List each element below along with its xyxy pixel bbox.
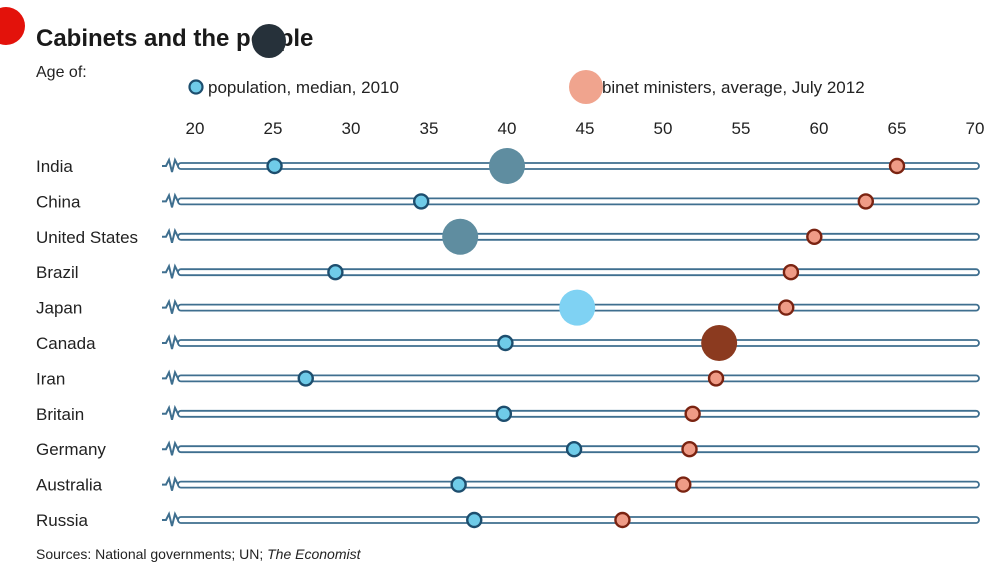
- row-rail: [177, 516, 980, 524]
- overlay-dot: [489, 148, 525, 184]
- plot-rows: India China United States Brazil Japan Canada…: [36, 157, 980, 530]
- x-axis: 20 25 30 35 40 45 50 55 60 65 70: [186, 119, 985, 138]
- source-note: Sources: National governments; UN; The E…: [36, 546, 362, 562]
- overlay-dot: [442, 218, 479, 255]
- category-label: China: [36, 192, 81, 211]
- x-tick-label: 60: [810, 119, 829, 138]
- x-tick-label: 20: [186, 119, 205, 138]
- x-tick-label: 40: [498, 119, 517, 138]
- cabinet-point: [681, 441, 698, 458]
- x-tick-label: 30: [342, 119, 361, 138]
- category-label: Russia: [36, 511, 89, 530]
- row-rail: [177, 232, 980, 241]
- row-rail: [177, 197, 980, 206]
- cabinet-point: [857, 193, 874, 210]
- cabinet-point: [806, 228, 823, 246]
- x-tick-label: 50: [654, 119, 673, 138]
- source-italic: The Economist: [267, 546, 361, 562]
- title-occluding-dot: [252, 24, 286, 58]
- cabinet-point: [675, 476, 692, 493]
- x-tick-label: 45: [576, 119, 595, 138]
- overlay-dot: [701, 325, 738, 361]
- cabinet-point: [707, 370, 725, 387]
- row-rail: [177, 374, 980, 383]
- row-rail: [177, 339, 980, 347]
- chart-subtitle: Age of:: [36, 64, 87, 81]
- x-tick-label: 65: [888, 119, 907, 138]
- row-rail: [177, 162, 980, 170]
- category-label: United States: [36, 228, 138, 247]
- population-point: [497, 334, 514, 352]
- population-point: [297, 370, 314, 387]
- x-tick-label: 55: [732, 119, 751, 138]
- population-point: [495, 405, 513, 422]
- source-prefix: Sources: National governments; UN;: [36, 546, 267, 562]
- row-rail: [177, 480, 980, 489]
- cabinet-point: [782, 264, 800, 281]
- legend-label-cabinet: cabinet ministers, average, July 2012: [584, 78, 865, 97]
- data-marks: [266, 157, 906, 529]
- legend-marker-population: [188, 79, 204, 95]
- legend-marker-cabinet: [569, 70, 603, 104]
- row-rail: [177, 268, 980, 277]
- x-tick-label: 35: [420, 119, 439, 138]
- category-label: Australia: [36, 476, 103, 495]
- x-tick-label: 70: [966, 119, 985, 138]
- population-point: [565, 441, 583, 458]
- population-point: [413, 193, 430, 210]
- cabinet-point: [684, 405, 701, 422]
- overlay-dot: [559, 289, 596, 326]
- category-label: Japan: [36, 299, 82, 318]
- category-label: Iran: [36, 369, 65, 388]
- population-point: [327, 264, 344, 281]
- legend: population, median, 2010 cabinet ministe…: [188, 70, 865, 104]
- cabinet-point: [778, 299, 795, 316]
- population-point: [450, 476, 467, 493]
- category-label: Canada: [36, 334, 96, 353]
- row-rail: [177, 409, 980, 418]
- population-point: [266, 157, 283, 175]
- overlay-marks: [442, 148, 738, 361]
- x-tick-label: 25: [264, 119, 283, 138]
- legend-label-population: population, median, 2010: [208, 78, 399, 97]
- category-label: Britain: [36, 405, 84, 424]
- cabinet-point: [888, 157, 906, 175]
- category-label: Germany: [36, 440, 106, 459]
- brand-mark-icon: [0, 7, 25, 45]
- category-label: Brazil: [36, 263, 79, 282]
- category-label: India: [36, 157, 73, 176]
- cabinet-point: [614, 511, 631, 529]
- population-point: [466, 511, 483, 529]
